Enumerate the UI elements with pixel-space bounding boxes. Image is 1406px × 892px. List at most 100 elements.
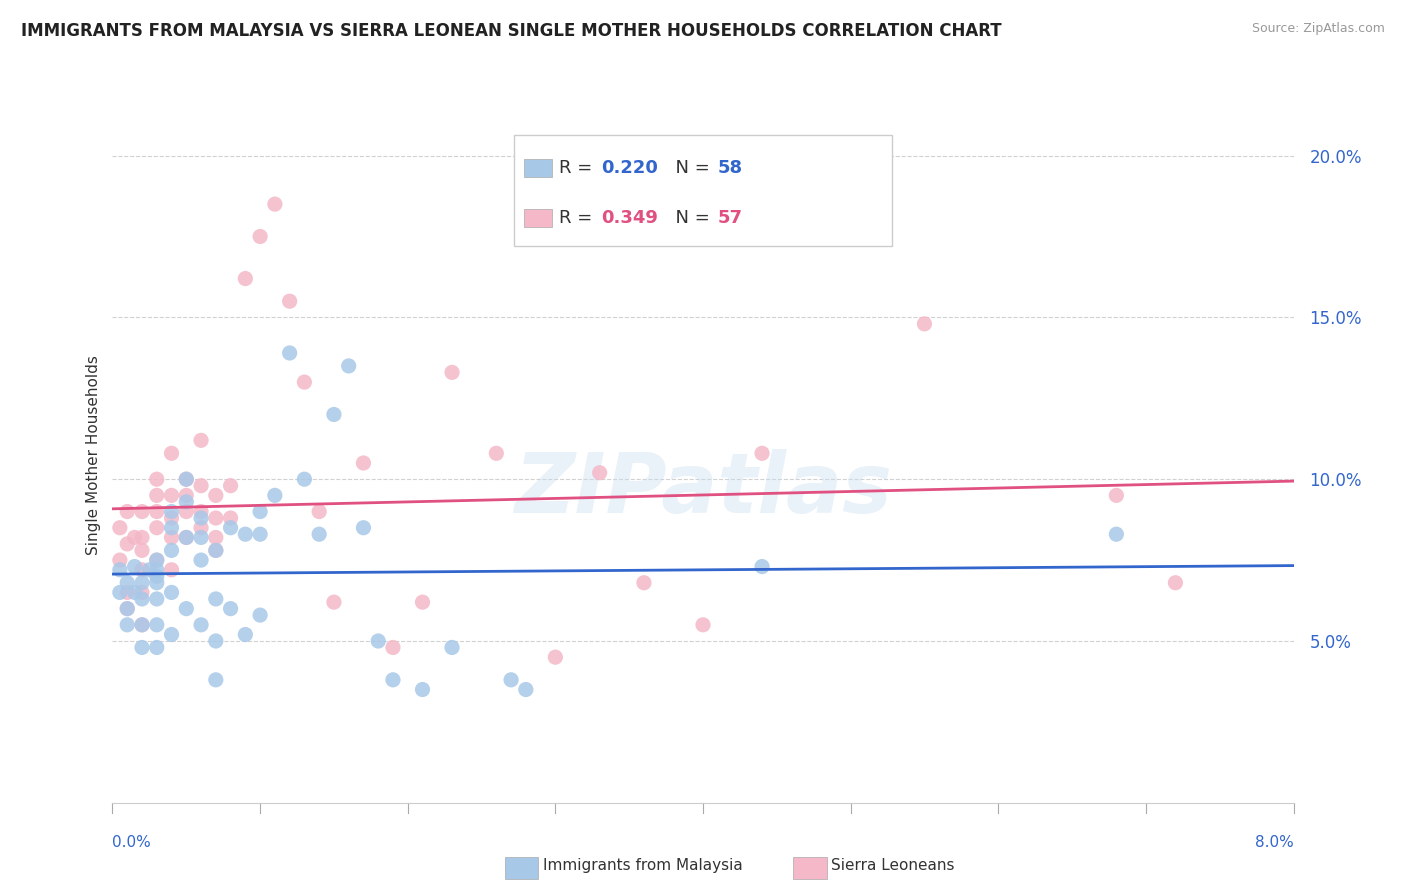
Point	[160, 585, 183, 599]
Point	[382, 673, 405, 687]
Point	[117, 617, 138, 632]
Point	[323, 595, 346, 609]
Text: ZIPatlas: ZIPatlas	[515, 450, 891, 530]
Point	[174, 472, 197, 486]
Point	[146, 563, 169, 577]
Point	[233, 271, 256, 285]
Point	[124, 531, 146, 545]
Point	[131, 504, 153, 518]
Text: Immigrants from Malaysia: Immigrants from Malaysia	[543, 858, 742, 872]
Point	[146, 504, 169, 518]
Point	[174, 472, 197, 486]
Point	[1105, 488, 1128, 502]
Point	[131, 617, 153, 632]
Point	[249, 504, 271, 518]
Point	[441, 365, 464, 379]
Point	[146, 569, 169, 583]
Point	[308, 504, 330, 518]
Point	[190, 617, 212, 632]
Point	[914, 317, 936, 331]
Point	[146, 553, 169, 567]
Point	[190, 521, 212, 535]
Point	[146, 575, 169, 590]
Point	[146, 472, 169, 486]
Text: Source: ZipAtlas.com: Source: ZipAtlas.com	[1251, 22, 1385, 36]
Point	[190, 531, 212, 545]
Point	[160, 488, 183, 502]
Point	[382, 640, 405, 655]
Point	[205, 543, 228, 558]
Point	[131, 543, 153, 558]
Point	[160, 531, 183, 545]
Point	[117, 601, 138, 615]
Y-axis label: Single Mother Households: Single Mother Households	[86, 355, 101, 555]
Text: 8.0%: 8.0%	[1254, 836, 1294, 850]
Point	[174, 531, 197, 545]
Point	[160, 511, 183, 525]
Point	[160, 627, 183, 641]
Point	[174, 601, 197, 615]
Point	[233, 527, 256, 541]
Point	[1164, 575, 1187, 590]
Point	[138, 563, 160, 577]
Point	[131, 640, 153, 655]
Point	[160, 521, 183, 535]
Point	[160, 563, 183, 577]
Point	[205, 634, 228, 648]
Point	[131, 531, 153, 545]
Point	[249, 229, 271, 244]
Point	[292, 472, 315, 486]
Point	[751, 559, 773, 574]
Point	[249, 608, 271, 623]
Point	[160, 446, 183, 460]
Text: IMMIGRANTS FROM MALAYSIA VS SIERRA LEONEAN SINGLE MOTHER HOUSEHOLDS CORRELATION : IMMIGRANTS FROM MALAYSIA VS SIERRA LEONE…	[21, 22, 1001, 40]
Point	[117, 575, 138, 590]
Point	[117, 537, 138, 551]
Point	[633, 575, 655, 590]
Point	[174, 504, 197, 518]
Point	[278, 346, 301, 360]
Point	[515, 682, 537, 697]
Text: 0.220: 0.220	[602, 160, 658, 178]
Point	[205, 543, 228, 558]
Point	[249, 527, 271, 541]
Point	[412, 682, 434, 697]
Point	[108, 563, 131, 577]
Text: 0.0%: 0.0%	[112, 836, 152, 850]
Point	[124, 559, 146, 574]
Point	[588, 466, 610, 480]
Text: N =: N =	[665, 210, 716, 227]
Point	[146, 521, 169, 535]
Point	[219, 478, 242, 492]
Point	[233, 627, 256, 641]
Point	[751, 446, 773, 460]
Point	[190, 478, 212, 492]
Point	[412, 595, 434, 609]
Text: 57: 57	[718, 210, 742, 227]
Point	[323, 408, 346, 422]
Point	[441, 640, 464, 655]
Point	[352, 521, 374, 535]
Point	[264, 488, 287, 502]
Point	[146, 553, 169, 567]
Point	[205, 591, 228, 606]
Point	[544, 650, 567, 665]
Point	[131, 585, 153, 599]
Text: 0.349: 0.349	[602, 210, 658, 227]
Point	[146, 617, 169, 632]
Point	[190, 504, 212, 518]
Point	[337, 359, 360, 373]
Point	[174, 531, 197, 545]
Point	[278, 294, 301, 309]
Point	[160, 543, 183, 558]
Point	[117, 601, 138, 615]
Point	[131, 575, 153, 590]
Point	[117, 504, 138, 518]
Point	[146, 640, 169, 655]
Point	[308, 527, 330, 541]
Point	[131, 563, 153, 577]
Point	[205, 673, 228, 687]
Point	[205, 511, 228, 525]
Point	[352, 456, 374, 470]
Point	[219, 521, 242, 535]
